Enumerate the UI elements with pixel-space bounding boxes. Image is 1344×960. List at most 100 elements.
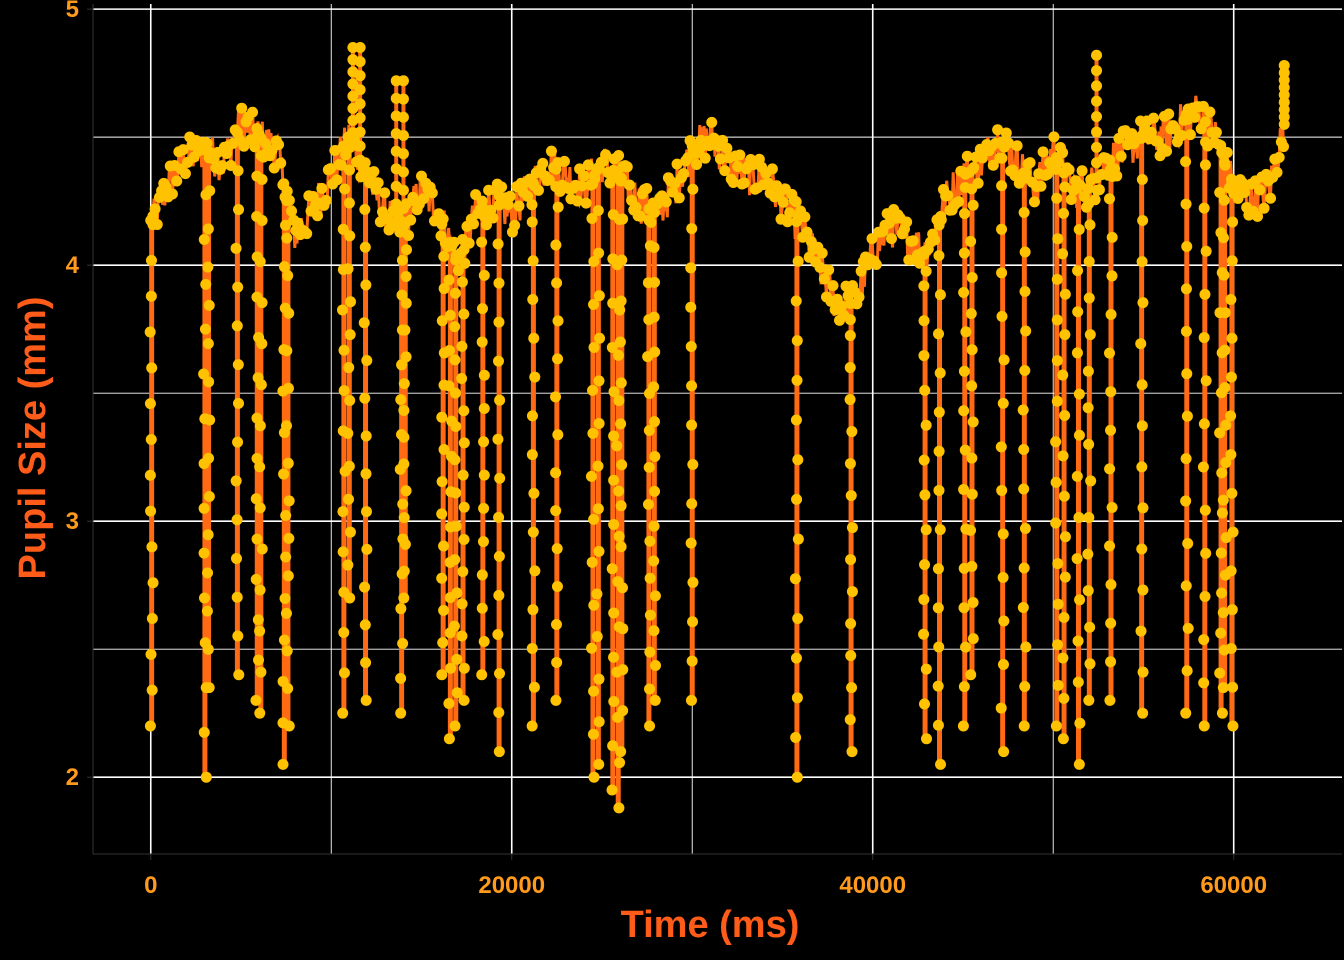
data-point [1073,512,1085,524]
data-point [232,397,244,409]
data-point [1093,184,1105,196]
data-point [230,242,242,254]
data-point [933,445,945,457]
data-point [1074,594,1086,606]
y-tick-label: 5 [66,0,79,23]
data-point [449,354,461,366]
data-point [591,631,603,643]
data-point [256,338,268,350]
data-point [145,254,157,266]
data-point [932,328,944,340]
data-point [593,247,605,259]
data-point [344,230,356,242]
data-point [1136,173,1148,185]
data-point [942,190,954,202]
data-point [1028,196,1040,208]
data-point [1135,625,1147,637]
data-point [901,216,913,228]
data-point [1200,245,1212,257]
data-point [919,245,931,257]
data-point [232,281,244,293]
data-point [1197,461,1209,473]
data-point [527,526,539,538]
data-point [231,591,243,603]
data-point [1058,490,1070,502]
data-point [648,416,660,428]
data-point [395,603,407,615]
data-point [372,177,384,189]
data-point [790,196,802,208]
data-point [1136,461,1148,473]
data-point [254,256,266,268]
data-point [642,498,654,510]
data-point [316,182,328,194]
data-point [606,784,618,796]
data-point [615,295,627,307]
data-point [1252,210,1264,222]
data-point [919,489,931,501]
data-point [1105,386,1117,398]
data-point [587,728,599,740]
data-point [621,161,633,173]
data-point [494,668,506,680]
data-point [593,418,605,430]
data-point [281,645,293,657]
data-point [623,179,635,191]
data-point [1217,607,1229,619]
data-point [1225,449,1237,461]
data-point [660,196,672,208]
data-point [995,441,1007,453]
data-point [615,500,627,512]
data-point [608,430,620,442]
data-point [907,235,919,247]
data-point [996,180,1008,192]
data-point [203,490,215,502]
data-point [1050,152,1062,164]
data-point [1215,547,1227,559]
data-point [1082,585,1094,597]
data-point [1084,658,1096,670]
data-point [1198,418,1210,430]
data-point [320,194,332,206]
data-point [1220,419,1232,431]
data-point [202,567,214,579]
data-point [592,460,604,472]
data-point [1254,184,1266,196]
data-point [1082,402,1094,414]
data-point [1057,450,1069,462]
data-point [799,211,811,223]
data-point [687,183,699,195]
data-point [551,581,563,593]
data-point [493,746,505,758]
data-point [1057,369,1069,381]
data-point [1019,680,1031,692]
data-point [918,280,930,292]
data-point [953,196,965,208]
data-point [1072,265,1084,277]
data-point [1051,273,1063,285]
data-point [458,533,470,545]
data-point [594,332,606,344]
data-point [1076,165,1088,177]
data-point [436,572,448,584]
data-point [1059,181,1071,193]
data-point [933,641,945,653]
data-point [630,201,642,213]
data-point [398,404,410,416]
data-point [338,143,350,155]
data-point [1204,106,1216,118]
data-point [827,280,839,292]
data-point [476,236,488,248]
data-point [957,720,969,732]
data-point [762,177,774,189]
data-point [1020,641,1032,653]
data-point [397,111,409,123]
data-point [687,458,699,470]
data-point [845,298,857,310]
data-point [1227,526,1239,538]
data-point [282,382,294,394]
data-point [791,216,803,228]
data-point [935,758,947,770]
data-point [545,145,557,157]
data-point [1058,167,1070,179]
